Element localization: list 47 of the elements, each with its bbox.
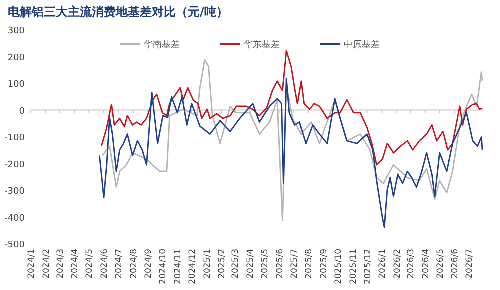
legend-label: 华东基差 [244,40,280,50]
legend-label: 华南基差 [144,40,180,50]
x-tick-label: 2025/1 [202,249,213,279]
chart-title: 电解铝三大主流消费地基差对比（元/吨） [8,5,228,19]
x-tick-label: 2025/3 [231,249,242,279]
y-tick-label: -400 [4,214,26,224]
x-tick-label: 2025/2 [218,249,228,279]
y-tick-label: 0 [19,106,26,117]
x-tick-label: 2024/1 [27,249,37,279]
x-tick-label: 2026/2 [393,249,404,279]
x-tick-label: 2026/6 [450,249,461,279]
line-series [98,78,484,228]
x-tick-label: 2026/7 [465,249,476,279]
x-tick-label: 2024/9 [144,249,154,279]
y-tick-label: -200 [4,160,26,170]
x-tick-label: 2025/9 [320,249,330,279]
y-tick-label: 200 [8,53,26,64]
x-tick-label: 2025/8 [304,249,315,279]
x-tick-label: 2025/10 [334,249,344,284]
y-tick-label: -100 [4,134,26,144]
x-tick-label: 2025/7 [290,249,300,279]
legend-label: 中原基差 [344,40,380,50]
x-tick-label: 2024/4 [70,249,81,279]
x-tick-label: 2024/11 [174,249,184,284]
y-tick-label: 300 [8,26,26,36]
x-tick-label: 2026/3 [406,249,416,279]
x-tick-label: 2024/3 [56,249,66,279]
y-tick-label: 100 [8,80,26,90]
x-tick-label: 2024/8 [129,249,140,279]
line-series [102,59,484,222]
x-tick-label: 2024/2 [42,249,52,279]
x-tick-label: 2024/7 [114,249,124,279]
x-tick-label: 2024/5 [85,249,96,279]
x-tick-label: 2026/1 [378,249,388,279]
x-tick-label: 2026/5 [436,249,446,279]
x-tick-label: 2025/6 [275,249,286,279]
y-tick-label: -300 [4,187,26,197]
line-series [100,50,484,166]
x-tick-label: 2024/6 [100,249,110,279]
x-tick-label: 2025/12 [363,249,374,284]
x-tick-label: 2025/4 [246,249,256,279]
x-tick-label: 2025/5 [260,249,270,279]
x-tick-label: 2024/10 [158,249,169,284]
y-tick-label: -500 [4,240,26,250]
x-tick-label: 2026/4 [421,249,432,279]
x-tick-label: 2024/12 [188,249,198,284]
x-tick-label: 2025/11 [348,249,359,284]
